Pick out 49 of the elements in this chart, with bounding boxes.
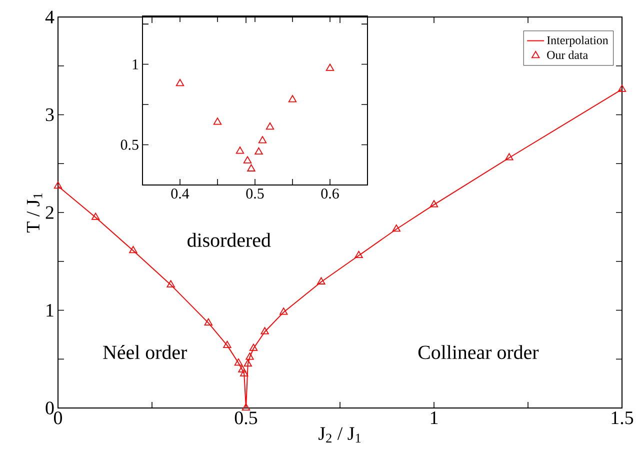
point [392,224,400,232]
point [54,181,62,189]
y-tick-label: 0 [46,402,54,414]
x-tick-label: 1 [430,412,438,424]
point [618,84,626,92]
x-tick-label: 0.4 [171,188,190,199]
point [176,78,184,86]
annotation: Collinear order [418,345,539,360]
y-tick-label: 3 [46,108,54,122]
point [204,318,212,326]
y-tick-label: 2 [46,206,54,219]
x-tick-label: 0.6 [321,188,339,199]
x-tick-label: 0.5 [246,188,264,199]
legend-label: Interpolation [547,36,608,47]
x-axis-title: J$_{2}$ / J$_{1}$ [318,427,361,443]
point [236,146,244,154]
x-tick-label: 1.5 [612,412,634,424]
point [223,340,232,348]
point [247,164,256,172]
annotation: Néel order [103,345,188,360]
point [238,365,246,372]
point [244,359,252,367]
point [243,156,252,164]
x-tick-label: 0.5 [234,412,258,424]
point [246,352,254,360]
point [249,344,258,351]
y-axis-title: T / J$_{1}$ [26,193,42,233]
point [266,122,274,130]
point [280,308,288,315]
point [166,280,175,288]
point [505,153,514,160]
point [288,95,297,102]
legend-label: Our data [547,50,588,60]
point [213,118,222,125]
point [242,403,250,411]
point [258,136,267,144]
point [92,212,100,220]
point [317,277,326,284]
y-tick-label: 1 [46,304,54,316]
point [260,327,269,334]
point [254,147,263,155]
point [354,250,363,258]
point [234,358,243,366]
point [430,200,438,208]
point [240,369,248,376]
y-tick-label: 4 [45,10,54,24]
point [326,64,334,71]
annotation: disordered [188,232,271,247]
point [129,246,138,254]
